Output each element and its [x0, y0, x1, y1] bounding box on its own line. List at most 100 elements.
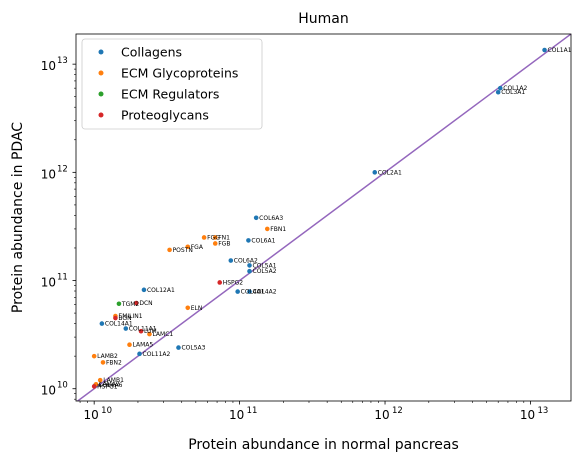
data-point-label: ELN — [191, 305, 203, 312]
data-point-label: COL5A2 — [253, 268, 277, 275]
data-point-label: COL6A1 — [251, 237, 275, 244]
data-point — [372, 170, 378, 175]
data-point-label: POSTN — [173, 247, 193, 254]
y-tick-exponent: 10 — [57, 381, 68, 391]
data-point — [264, 226, 270, 232]
data-point-label: TGM2 — [121, 301, 139, 308]
data-point-label: LAMA2 — [99, 381, 120, 388]
data-point-label: LUM — [144, 328, 157, 335]
data-point-label: HSPG1 — [97, 383, 118, 390]
legend-entry: ECM Glycoproteins — [121, 66, 238, 81]
legend-entry: Collagens — [121, 45, 182, 60]
data-point — [247, 268, 252, 274]
legend-marker — [98, 70, 104, 76]
data-point-label: LAMB1 — [103, 377, 124, 384]
data-point-label: FGG — [207, 234, 220, 241]
data-point — [495, 89, 501, 95]
data-point — [246, 238, 251, 243]
data-point-label: COL4A6 — [98, 382, 122, 389]
data-point — [97, 377, 103, 383]
data-point — [217, 280, 223, 285]
data-point — [253, 215, 259, 221]
x-tick-label: 10 — [374, 408, 389, 422]
data-point-label: COL11A2 — [143, 351, 171, 358]
data-point-label: HSPG2 — [223, 279, 244, 286]
data-point — [228, 258, 234, 263]
data-point-label: LAMA5 — [133, 342, 154, 349]
data-point-label: COL5A1 — [253, 262, 277, 269]
data-points — [91, 47, 547, 389]
legend: Collagens ECM Glycoproteins ECM Regulators… — [81, 38, 263, 130]
data-point-label: COL11A1 — [129, 326, 157, 333]
data-point — [100, 360, 106, 365]
data-point — [138, 328, 144, 334]
data-point — [91, 353, 97, 359]
data-point-label: COL5A3 — [181, 345, 205, 352]
legend-entry: Proteoglycans — [121, 108, 209, 123]
data-point — [247, 289, 252, 294]
data-point — [185, 244, 191, 250]
data-point-label: COL12A1 — [147, 287, 175, 294]
data-point-label: FGA — [191, 244, 204, 251]
x-tick-exponent: 11 — [247, 406, 258, 416]
legend-entry: ECM Regulators — [121, 87, 219, 102]
y-tick-label: 10 — [41, 276, 56, 290]
data-point-label: COL3A1 — [501, 89, 525, 96]
data-point-label: BGN — [118, 315, 131, 322]
data-point — [542, 47, 547, 53]
data-point — [137, 351, 142, 357]
legend-frame — [81, 38, 263, 130]
x-tick-exponent: 13 — [537, 406, 548, 416]
y-axis-label: Protein abundance in PDAC — [10, 122, 26, 313]
data-point-label: COL1A1 — [548, 47, 572, 54]
y-tick-label: 10 — [41, 384, 56, 398]
data-point-label: FN1 — [218, 234, 230, 241]
data-point-label: LAMC1 — [152, 331, 173, 338]
data-point — [212, 235, 218, 240]
x-tick-exponent: 10 — [101, 406, 112, 416]
data-point-label: COL2A1 — [378, 169, 402, 176]
data-point — [185, 305, 191, 311]
legend-marker — [98, 49, 104, 55]
data-point-label: COL1A2 — [503, 85, 527, 92]
y-tick-exponent: 11 — [57, 273, 68, 283]
data-point-label: FBN1 — [270, 226, 286, 233]
data-point-label: COL4A1 — [241, 289, 265, 296]
data-point-label: DCN — [139, 300, 152, 307]
data-point-label: FBN2 — [106, 359, 122, 366]
x-tick-label: 10 — [84, 408, 99, 422]
data-point — [167, 247, 172, 253]
y-tick-label: 10 — [41, 59, 56, 73]
x-tick-label: 10 — [229, 408, 244, 422]
legend-marker — [98, 91, 104, 97]
data-point-label: COL4A2 — [253, 289, 277, 296]
data-point — [91, 384, 97, 389]
plot-frame — [75, 33, 572, 402]
data-point — [99, 321, 105, 326]
data-point — [123, 326, 129, 331]
legend-marker — [98, 112, 104, 118]
x-tick-label: 10 — [520, 408, 535, 422]
data-point-label: FGB — [218, 240, 230, 247]
data-point — [116, 301, 122, 307]
data-point — [235, 289, 240, 294]
y-tick-label: 10 — [41, 167, 56, 181]
y-tick-exponent: 13 — [57, 56, 68, 66]
data-point — [201, 235, 207, 240]
data-point — [147, 331, 152, 337]
data-point — [113, 315, 118, 321]
data-point — [247, 263, 252, 268]
data-point-label: COL6A3 — [259, 215, 283, 222]
x-tick-exponent: 12 — [392, 406, 403, 416]
data-point — [497, 85, 503, 91]
data-point — [212, 241, 218, 246]
x-axis-ticks: 10 10 10 11 10 12 10 13 — [79, 401, 548, 422]
data-point — [176, 345, 181, 350]
y-tick-exponent: 12 — [57, 164, 68, 174]
data-point-label: LAMB2 — [97, 353, 118, 360]
data-point — [141, 287, 147, 293]
